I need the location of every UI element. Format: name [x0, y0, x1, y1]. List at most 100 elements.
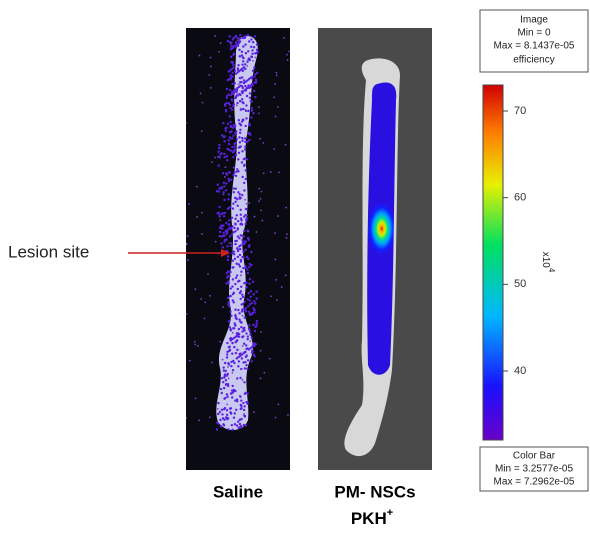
speckle — [186, 313, 188, 315]
speckle — [218, 144, 220, 146]
panel-label: PM- NSCs — [334, 482, 415, 501]
speckle — [230, 98, 232, 100]
speckle — [228, 378, 230, 380]
speckle — [241, 63, 243, 65]
speckle — [238, 136, 240, 138]
speckle — [258, 113, 260, 115]
speckle — [239, 298, 241, 300]
speckle — [236, 104, 238, 106]
speckle — [218, 51, 220, 53]
speckle — [236, 168, 238, 170]
speckle — [222, 366, 224, 368]
speckle — [231, 146, 233, 148]
speckle — [242, 379, 244, 381]
speckle — [237, 250, 239, 252]
speckle — [229, 338, 231, 340]
speckle — [261, 191, 263, 193]
speckle — [243, 329, 245, 331]
speckle — [283, 37, 285, 39]
speckle — [251, 109, 253, 111]
speckle — [235, 352, 237, 354]
speckle — [232, 369, 234, 371]
speckle — [221, 134, 223, 136]
speckle — [243, 242, 245, 244]
speckle — [248, 57, 250, 59]
speckle — [253, 46, 255, 48]
speckle — [246, 158, 248, 160]
speckle — [243, 189, 245, 191]
speckle — [231, 352, 233, 354]
speckle — [255, 325, 257, 327]
speckle — [232, 105, 234, 107]
speckle — [245, 104, 247, 106]
speckle — [237, 39, 239, 41]
speckle — [243, 158, 245, 160]
tick-label: 70 — [514, 105, 526, 117]
speckle — [245, 218, 247, 220]
speckle — [245, 356, 247, 358]
speckle — [226, 414, 228, 416]
box-max: Max = 8.1437e-05 — [494, 41, 575, 52]
speckle — [226, 231, 228, 233]
speckle — [226, 403, 228, 405]
speckle — [228, 70, 230, 72]
axis-label: x10 — [540, 252, 551, 269]
speckle — [244, 125, 246, 127]
speckle — [240, 78, 242, 80]
tick-label: 50 — [514, 278, 526, 290]
speckle — [232, 332, 234, 334]
speckle — [249, 97, 251, 99]
speckle — [220, 42, 222, 44]
speckle — [248, 40, 250, 42]
speckle — [240, 408, 242, 410]
figure: Lesion site Saline PM- NSCs PKH+ Image M… — [0, 0, 590, 534]
speckle — [247, 258, 249, 260]
speckle — [229, 328, 231, 330]
speckle — [229, 275, 231, 277]
speckle — [235, 96, 237, 98]
speckle — [243, 413, 245, 415]
speckle — [254, 216, 256, 218]
speckle — [243, 182, 245, 184]
speckle — [201, 212, 203, 214]
speckle — [244, 308, 246, 310]
speckle — [223, 232, 225, 234]
speckle — [220, 225, 222, 227]
speckle — [227, 366, 229, 368]
speckle — [219, 411, 221, 413]
speckle — [241, 137, 243, 139]
speckle — [244, 267, 246, 269]
speckle — [244, 43, 246, 45]
speckle — [187, 235, 189, 237]
speckle — [229, 242, 231, 244]
speckle — [256, 43, 258, 45]
speckle — [224, 127, 226, 129]
speckle — [230, 245, 232, 247]
speckle — [234, 197, 236, 199]
speckle — [286, 237, 288, 239]
speckle — [240, 274, 242, 276]
speckle — [244, 415, 246, 417]
speckle — [254, 96, 256, 98]
speckle — [240, 326, 242, 328]
speckle — [243, 381, 245, 383]
speckle — [247, 272, 249, 274]
speckle — [232, 266, 234, 268]
speckle — [250, 264, 252, 266]
speckle — [239, 254, 241, 256]
speckle — [230, 125, 232, 127]
speckle — [242, 303, 244, 305]
speckle — [229, 35, 231, 37]
speckle — [225, 110, 227, 112]
speckle — [238, 152, 240, 154]
speckle — [250, 296, 252, 298]
speckle — [229, 311, 231, 313]
speckle — [235, 277, 237, 279]
speckle — [239, 193, 241, 195]
speckle — [223, 193, 225, 195]
speckle — [238, 83, 240, 85]
speckle — [230, 74, 232, 76]
speckle — [276, 299, 278, 301]
speckle — [223, 185, 225, 187]
speckle — [229, 206, 231, 208]
